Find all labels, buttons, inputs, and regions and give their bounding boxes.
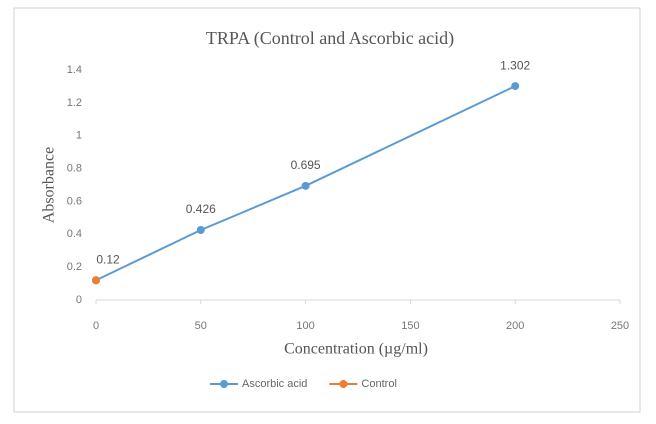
y-tick-label: 1.4 [67,64,82,76]
data-point [511,82,520,91]
y-tick-label: 0 [76,294,82,306]
data-point [301,181,310,190]
legend-marker [220,380,228,388]
x-tick-label: 100 [296,320,314,332]
chart-title: TRPA (Control and Ascorbic acid) [206,28,454,49]
data-label: 0.426 [186,202,216,216]
chart-border [13,7,641,413]
x-tick-label: 150 [401,320,419,332]
x-tick-label: 200 [506,320,524,332]
data-label: 1.302 [500,58,530,72]
data-point [196,226,205,235]
data-label: 0.695 [291,158,321,172]
y-axis-label: Absorbance [41,147,58,223]
legend-label: Control [361,378,396,390]
y-tick-label: 0.2 [67,261,82,273]
legend-marker [339,380,348,388]
data-point [92,276,100,285]
data-label: 0.12 [96,252,120,266]
legend-label: Ascorbic acid [242,378,307,390]
x-tick-label: 50 [195,320,207,332]
x-tick-label: 0 [93,320,99,332]
y-tick-label: 0.4 [67,228,82,240]
y-tick-label: 0.6 [67,195,82,207]
y-tick-label: 0.8 [67,162,82,174]
y-tick-label: 1 [76,130,82,142]
series-line [95,85,516,282]
x-tick-label: 250 [611,320,629,332]
y-tick-label: 1.2 [67,97,82,109]
x-axis-label: Concentration (µg/ml) [284,341,428,358]
